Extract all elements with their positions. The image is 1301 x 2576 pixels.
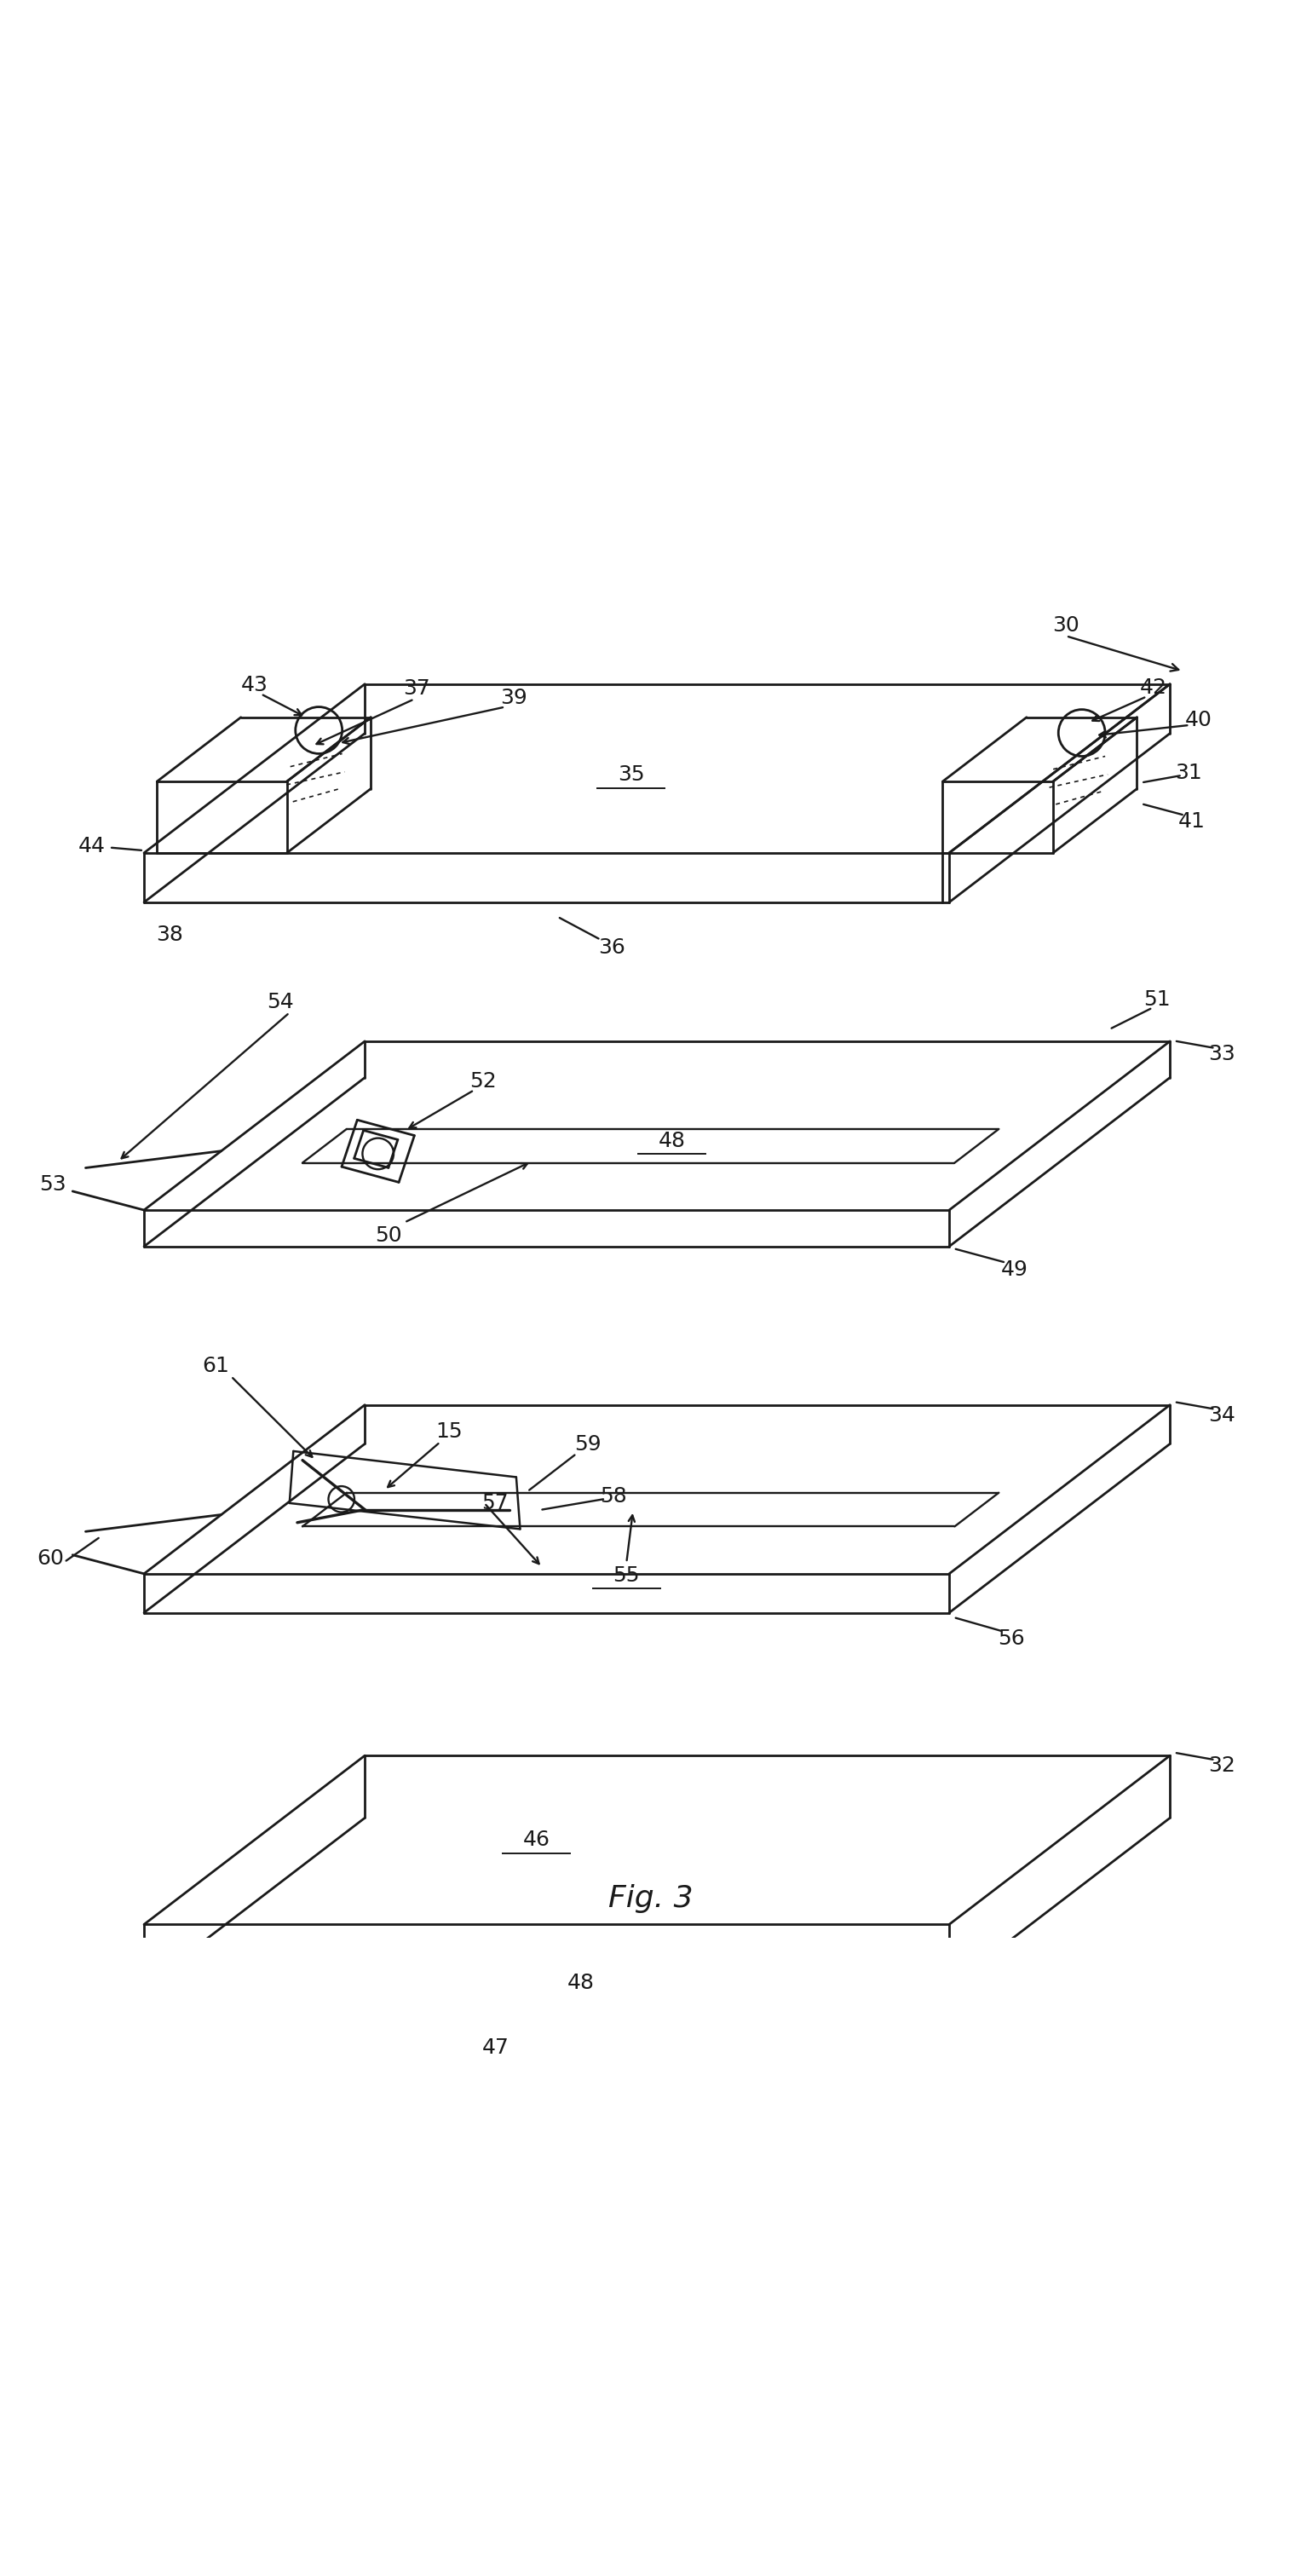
Text: 48: 48: [567, 1973, 595, 1994]
Text: Fig. 3: Fig. 3: [608, 1883, 693, 1914]
Text: 40: 40: [1185, 708, 1213, 729]
Text: 38: 38: [156, 925, 183, 945]
Text: 44: 44: [78, 837, 105, 858]
Text: 37: 37: [403, 677, 431, 698]
Text: 50: 50: [376, 1226, 402, 1247]
Text: 31: 31: [1175, 762, 1202, 783]
Text: 55: 55: [613, 1566, 640, 1587]
Text: 43: 43: [241, 675, 268, 696]
Text: 61: 61: [202, 1355, 229, 1376]
Text: 33: 33: [1209, 1043, 1236, 1064]
Text: 52: 52: [470, 1072, 497, 1092]
Text: 46: 46: [523, 1829, 550, 1850]
Text: 57: 57: [481, 1494, 509, 1512]
Text: 15: 15: [436, 1422, 463, 1443]
Text: 47: 47: [481, 2038, 509, 2058]
Text: 48: 48: [658, 1131, 686, 1151]
Text: 34: 34: [1209, 1404, 1236, 1425]
Text: 53: 53: [39, 1175, 66, 1195]
Text: 32: 32: [1209, 1757, 1236, 1777]
Text: 56: 56: [998, 1628, 1025, 1649]
Text: 35: 35: [618, 765, 644, 786]
Text: 51: 51: [1144, 989, 1171, 1010]
Text: 49: 49: [1000, 1260, 1028, 1280]
Text: 60: 60: [36, 1548, 64, 1569]
Text: 30: 30: [1053, 616, 1080, 636]
Text: 59: 59: [574, 1435, 601, 1455]
Text: 39: 39: [501, 688, 528, 708]
Text: 41: 41: [1177, 811, 1205, 832]
Text: 58: 58: [600, 1486, 627, 1507]
Text: 42: 42: [1140, 677, 1167, 698]
Text: 36: 36: [598, 938, 624, 958]
Text: 54: 54: [267, 992, 294, 1012]
